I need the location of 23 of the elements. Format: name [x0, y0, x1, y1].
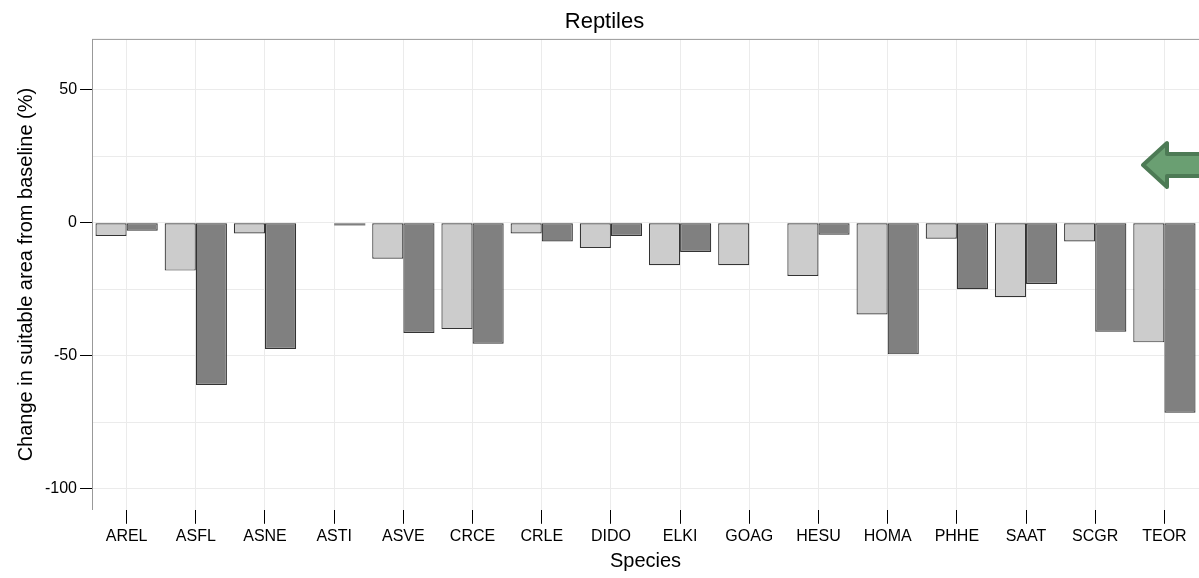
x-axis-title: Species [609, 548, 682, 571]
chart-title: Reptiles [564, 8, 645, 34]
x-tick-label: CRCE [449, 526, 496, 544]
y-tick-label: -100 [44, 478, 78, 496]
x-tick-label: ASFL [175, 526, 216, 544]
x-tick-label: HESU [796, 526, 841, 544]
x-tick-label: ASTI [316, 526, 352, 544]
x-tick-label: TEOR [1142, 526, 1187, 544]
x-tick-label: ASNE [243, 526, 287, 544]
x-tick-label: ASVE [382, 526, 425, 544]
x-tick-label: AREL [105, 526, 148, 544]
y-axis-title: Change in suitable area from baseline (%) [13, 87, 36, 462]
y-tick-label: 0 [68, 213, 78, 231]
x-tick-label: SCGR [1072, 526, 1119, 544]
x-tick-label: PHHE [934, 526, 980, 544]
x-tick-label: ELKI [662, 526, 698, 544]
x-tick-label: DIDO [590, 526, 631, 544]
y-tick-label: -50 [53, 346, 78, 364]
x-tick-label: CRLE [520, 526, 564, 544]
y-tick-label: 50 [59, 80, 78, 98]
x-tick-label: GOAG [725, 526, 774, 544]
x-tick-label: SAAT [1005, 526, 1047, 544]
x-tick-label: HOMA [863, 526, 912, 544]
